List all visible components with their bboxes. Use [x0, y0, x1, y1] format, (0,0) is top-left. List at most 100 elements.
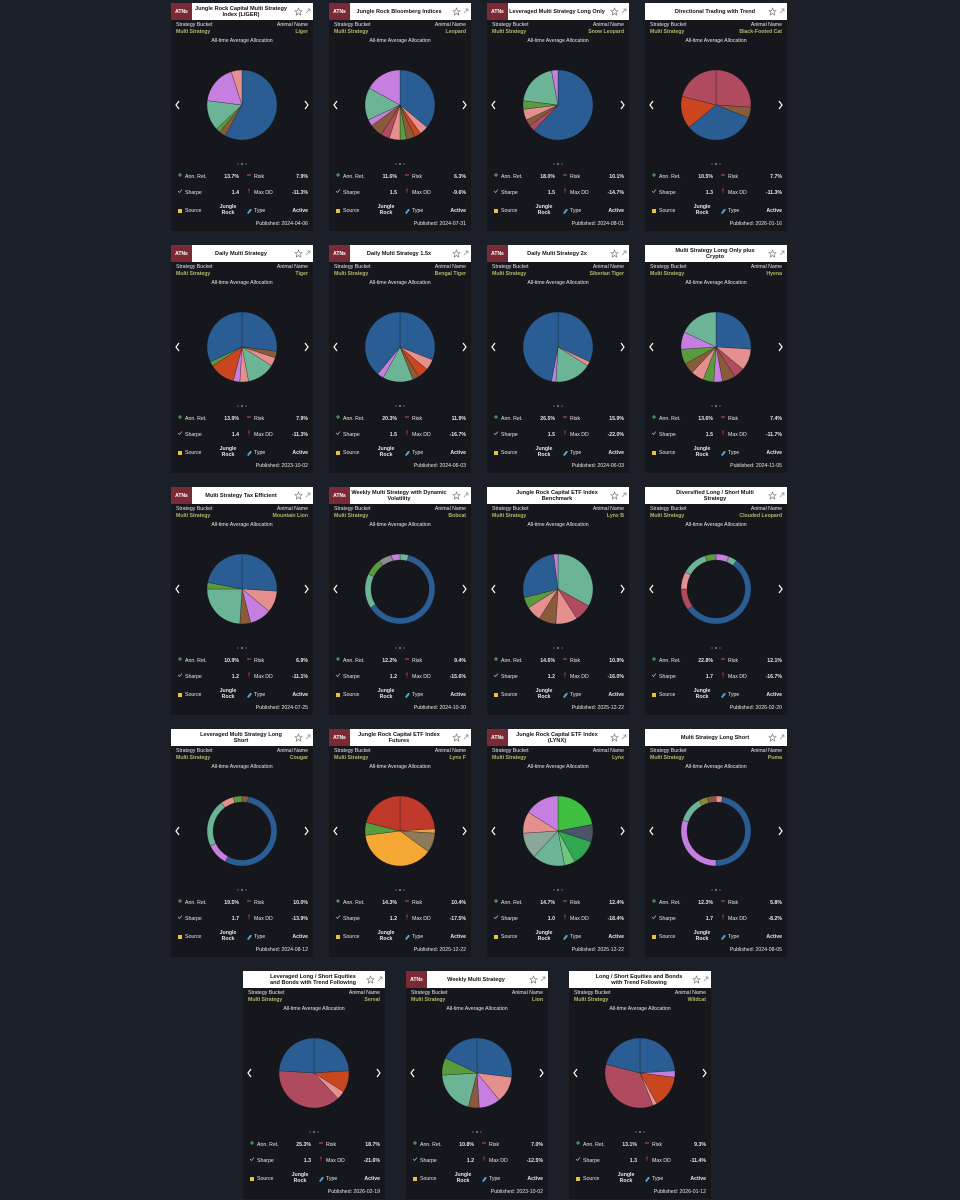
favorite-button[interactable] [529, 975, 538, 984]
label: Type [570, 692, 582, 698]
favorite-button[interactable] [768, 7, 777, 16]
label: Strategy Bucket [650, 748, 687, 754]
open-link-button[interactable] [463, 250, 469, 256]
label: Sharpe [501, 190, 518, 196]
label: Animal Name [674, 990, 706, 996]
allocation-pie [649, 69, 783, 214]
label: All-time Average Allocation [446, 1006, 508, 1012]
open-link-button[interactable] [621, 250, 627, 256]
sharpe: 1.5 [389, 190, 397, 196]
source-icon [652, 935, 656, 939]
label: Source [185, 450, 202, 456]
carousel-dot [317, 1131, 319, 1133]
open-link-button[interactable] [305, 734, 311, 740]
open-link-button[interactable] [779, 8, 785, 14]
open-link-button[interactable] [621, 8, 627, 14]
open-link-button[interactable] [540, 976, 546, 982]
favorite-button[interactable] [294, 249, 303, 258]
favorite-button[interactable] [768, 733, 777, 742]
label: Animal Name [276, 506, 308, 512]
open-link-button[interactable] [779, 250, 785, 256]
open-link-button[interactable] [463, 8, 469, 14]
label: Risk [570, 174, 581, 180]
carousel-dot [403, 889, 405, 891]
favorite-button[interactable] [452, 249, 461, 258]
open-link-button[interactable] [779, 734, 785, 740]
favorite-button[interactable] [768, 249, 777, 258]
open-link-button[interactable] [305, 250, 311, 256]
favorite-button[interactable] [294, 7, 303, 16]
favorite-button[interactable] [452, 491, 461, 500]
prev-arrow [333, 584, 338, 594]
link-icon [621, 492, 627, 498]
pie-slice [680, 588, 693, 610]
logo: ATNs [171, 3, 192, 20]
plus-icon [652, 173, 656, 177]
label: Ann. Ret. [185, 658, 207, 664]
carousel-dot [711, 889, 713, 891]
favorite-button[interactable] [452, 733, 461, 742]
open-link-button[interactable] [305, 492, 311, 498]
card-title: Jungle Rock Capital ETF Index Benchmark [516, 489, 598, 502]
label: Sharpe [185, 190, 202, 196]
source: Jungle Rock [693, 688, 711, 700]
favorite-button[interactable] [294, 733, 303, 742]
pie-slice [210, 843, 229, 862]
source-icon [178, 451, 182, 455]
allocation-pie [333, 311, 467, 456]
open-link-button[interactable] [463, 492, 469, 498]
type: Active [292, 450, 308, 456]
card-header: ATNs Daily Multi Strategy 1.5x [329, 245, 471, 262]
carousel-dot [719, 163, 721, 165]
logo: ATNs [329, 729, 350, 746]
pie-slice [522, 554, 559, 598]
label: Risk [652, 1142, 663, 1148]
source: Jungle Rock [219, 446, 237, 458]
carousel-dot [245, 163, 247, 165]
sharpe: 1.2 [389, 916, 397, 922]
source: Jungle Rock [617, 1172, 635, 1184]
favorite-button[interactable] [610, 733, 619, 742]
favorite-button[interactable] [366, 975, 375, 984]
card-title: Multi Strategy Long Short [680, 734, 750, 741]
star-icon [452, 733, 461, 742]
favorite-button[interactable] [610, 249, 619, 258]
pie-slice [369, 69, 401, 106]
published: Published: 2024-06-03 [571, 463, 624, 469]
favorite-button[interactable] [294, 491, 303, 500]
pie-slice [278, 1070, 339, 1109]
strategy-bucket: Multi Strategy [650, 513, 685, 519]
open-link-button[interactable] [779, 492, 785, 498]
open-link-button[interactable] [621, 734, 627, 740]
source: Jungle Rock [377, 930, 395, 942]
allocation-pie [333, 553, 467, 698]
label: Sharpe [501, 916, 518, 922]
carousel-dot [403, 647, 405, 649]
open-link-button[interactable] [377, 976, 383, 982]
open-link-button[interactable] [305, 8, 311, 14]
strategy-bucket: Multi Strategy [411, 997, 446, 1003]
pie-slice [391, 553, 401, 562]
label: Type [728, 692, 740, 698]
source: Jungle Rock [377, 204, 395, 216]
favorite-button[interactable] [610, 491, 619, 500]
sharpe: 1.2 [547, 674, 555, 680]
favorite-button[interactable] [768, 491, 777, 500]
open-link-button[interactable] [703, 976, 709, 982]
open-link-button[interactable] [463, 734, 469, 740]
pie-slice [313, 1037, 350, 1074]
label: Sharpe [343, 916, 360, 922]
pie-slice [522, 311, 559, 382]
next-arrow [462, 100, 467, 110]
favorite-button[interactable] [692, 975, 701, 984]
strategy-bucket: Multi Strategy [334, 513, 369, 519]
next-arrow [620, 100, 625, 110]
plus-icon [652, 899, 656, 903]
published: Published: 2024-08-05 [729, 947, 782, 953]
card-title: Leveraged Multi Strategy Long Only [509, 8, 605, 15]
prev-arrow [333, 100, 338, 110]
open-link-button[interactable] [621, 492, 627, 498]
label: Ann. Ret. [659, 174, 681, 180]
favorite-button[interactable] [610, 7, 619, 16]
favorite-button[interactable] [452, 7, 461, 16]
